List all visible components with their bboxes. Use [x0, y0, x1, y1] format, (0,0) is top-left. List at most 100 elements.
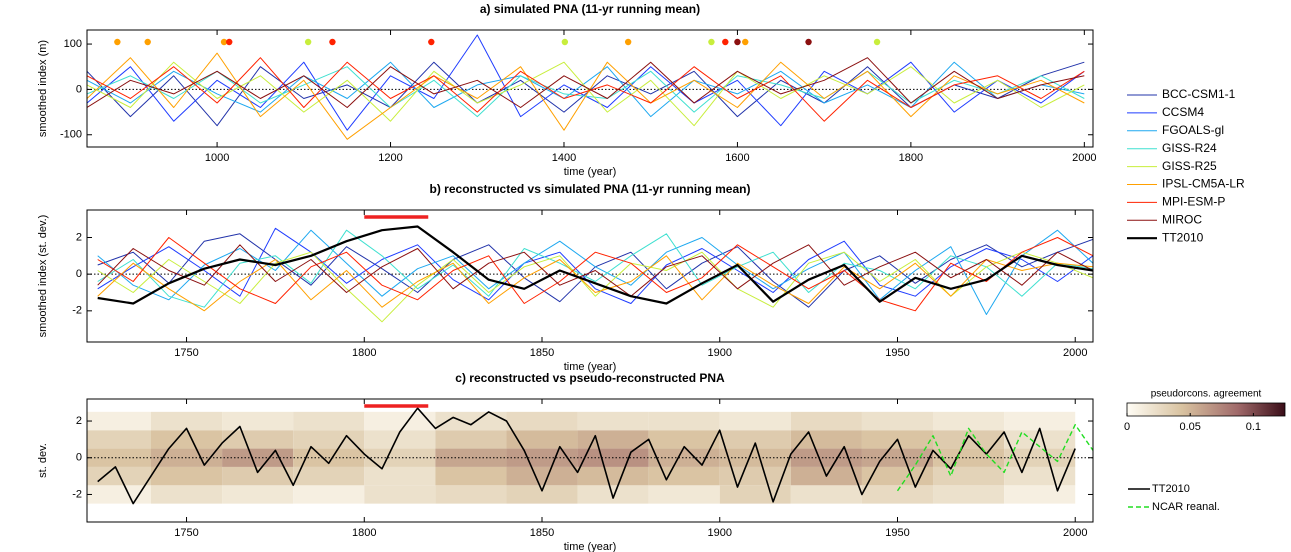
x-tick-label: 1000: [205, 152, 229, 164]
heatmap-cell: [790, 430, 862, 449]
x-tick-label: 1750: [174, 527, 198, 539]
heatmap-cell: [435, 485, 507, 504]
heatmap-cell: [222, 448, 294, 467]
x-tick-label: 2000: [1072, 152, 1096, 164]
heatmap-cell: [933, 485, 1005, 504]
legend-label: FGOALS-gl: [1162, 123, 1224, 137]
x-axis-label: time (year): [564, 361, 617, 373]
panel-title: c) reconstructed vs pseudo-reconstructed…: [455, 371, 725, 385]
y-tick-label: 2: [76, 415, 82, 427]
heatmap-cell: [933, 466, 1005, 486]
x-axis-label: time (year): [564, 166, 617, 178]
heatmap-cell: [577, 430, 649, 449]
plot-area: [87, 34, 1093, 140]
y-tick-label: 0: [76, 268, 82, 280]
heatmap-cell: [293, 485, 365, 504]
heatmap-cell: [364, 430, 436, 449]
series-line: [87, 61, 1085, 118]
heatmap-cell: [648, 411, 720, 431]
heatmap-cell: [719, 448, 791, 467]
heatmap-cell: [506, 485, 578, 504]
x-tick-label: 1200: [378, 152, 402, 164]
heatmap-cell: [719, 466, 791, 486]
x-tick-label: 1600: [725, 152, 749, 164]
heatmap-cell: [506, 466, 578, 486]
legend-label: TT2010: [1162, 230, 1204, 244]
heatmap-cell: [648, 485, 720, 504]
x-tick-label: 1950: [885, 347, 909, 359]
plot-frame: [86, 398, 1094, 523]
heatmap-cell: [861, 485, 934, 504]
heatmap-cell: [577, 466, 649, 486]
legend-label: NCAR reanal.: [1152, 501, 1220, 513]
legend-label: GISS-R24: [1162, 141, 1217, 155]
event-marker: [708, 38, 715, 46]
y-axis-label: st. dev.: [37, 443, 49, 478]
x-tick-label: 1750: [174, 347, 198, 359]
series-line: [87, 57, 1085, 122]
heatmap-cell: [293, 411, 365, 431]
heatmap-cell: [87, 466, 151, 486]
series-line: [97, 251, 1093, 323]
colorbar-tick-label: 0.1: [1246, 421, 1261, 433]
x-tick-label: 1850: [530, 527, 554, 539]
legend-label: MPI-ESM-P: [1162, 195, 1225, 209]
event-marker: [805, 38, 812, 46]
plot-frame: [86, 209, 1094, 343]
heatmap-cell: [719, 485, 791, 504]
x-tick-label: 1900: [708, 347, 732, 359]
event-marker: [742, 38, 749, 46]
heatmap-cell: [435, 430, 507, 449]
heatmap-cell: [577, 411, 649, 431]
heatmap-cell: [87, 411, 151, 431]
y-tick-label: 100: [64, 38, 82, 50]
legend-label: TT2010: [1152, 483, 1190, 495]
heatmap-cell: [861, 466, 934, 486]
panel-title: b) reconstructed vs simulated PNA (11-yr…: [430, 182, 751, 196]
series-line: [97, 407, 1076, 505]
x-tick-label: 1800: [899, 152, 923, 164]
plot-frame: [86, 29, 1094, 148]
series-line: [87, 57, 1085, 108]
legend-label: BCC-CSM1-1: [1162, 87, 1236, 101]
x-tick-label: 1800: [352, 527, 376, 539]
series-line: [97, 255, 1093, 312]
heatmap-cell: [719, 430, 791, 449]
series-line: [97, 229, 1093, 308]
y-tick-label: -2: [72, 305, 82, 317]
event-marker: [226, 38, 233, 46]
heatmap-cell: [150, 430, 223, 449]
legend-label: IPSL-CM5A-LR: [1162, 177, 1245, 191]
heatmap-cell: [648, 448, 720, 467]
y-tick-label: 2: [76, 231, 82, 243]
heatmap-cell: [293, 430, 365, 449]
heatmap-cell: [222, 485, 294, 504]
x-tick-label: 1800: [352, 347, 376, 359]
heatmap-cell: [1004, 430, 1076, 449]
heatmap-cell: [222, 411, 294, 431]
x-tick-label: 2000: [1063, 527, 1087, 539]
heatmap-cell: [790, 411, 862, 431]
heatmap-cell: [1004, 411, 1076, 431]
heatmap-cell: [364, 485, 436, 504]
event-marker: [428, 38, 435, 46]
heatmap-cell: [150, 411, 223, 431]
panel-title: a) simulated PNA (11-yr running mean): [480, 2, 700, 16]
plot-area: [87, 225, 1093, 323]
x-axis-label: time (year): [564, 541, 617, 552]
event-marker: [561, 38, 569, 46]
heatmap-cell: [648, 466, 720, 486]
colorbar-tick-label: 0: [1124, 421, 1130, 433]
heatmap-cell: [150, 448, 223, 467]
legend-label: CCSM4: [1162, 105, 1204, 119]
x-tick-label: 1850: [530, 347, 554, 359]
heatmap-cell: [1004, 485, 1076, 504]
heatmap-cell: [150, 466, 223, 486]
heatmap-cell: [222, 430, 294, 449]
y-tick-label: 0: [76, 452, 82, 464]
event-marker: [624, 38, 632, 46]
heatmap-cell: [364, 466, 436, 486]
heatmap-cell: [87, 430, 151, 449]
event-marker: [873, 38, 881, 46]
heatmap-cell: [1004, 466, 1076, 486]
